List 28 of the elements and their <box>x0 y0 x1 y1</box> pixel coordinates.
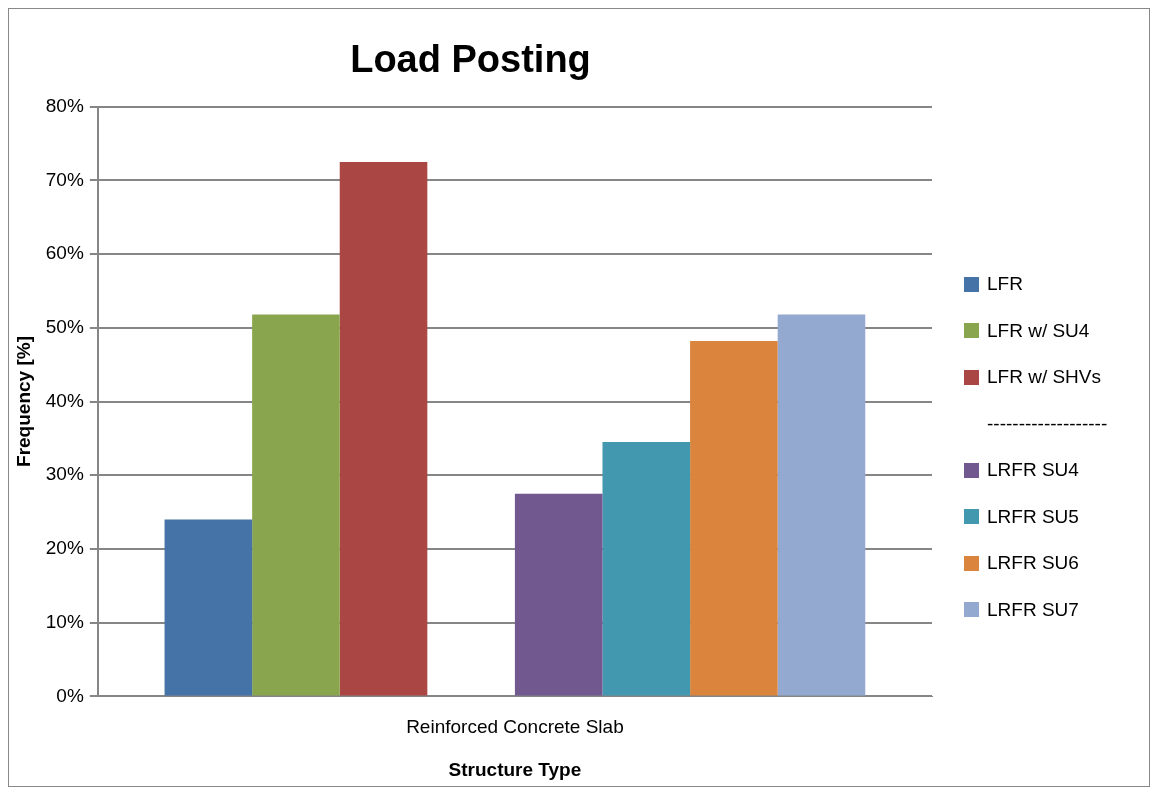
y-tick-label: 70% <box>45 168 84 190</box>
x-axis-title: Structure Type <box>448 758 582 780</box>
y-tick-label: 60% <box>45 242 84 264</box>
text: ------------------- <box>987 412 1108 435</box>
y-tick-label: 10% <box>45 610 84 632</box>
y-tick-label: 80% <box>45 94 84 116</box>
bar <box>164 519 253 696</box>
legend-label: LRFR SU6 <box>987 552 1079 575</box>
legend-label: LRFR SU7 <box>987 598 1079 621</box>
x-tick-label: Reinforced Concrete Slab <box>406 716 624 738</box>
bar <box>514 493 603 696</box>
chart-title: Load Posting <box>350 38 591 81</box>
legend-label: LFR w/ SHVs <box>987 366 1102 389</box>
bar <box>690 341 778 696</box>
legend-label: LRFR SU5 <box>987 505 1079 528</box>
y-tick-label: 50% <box>45 316 84 338</box>
y-tick-label: 30% <box>45 463 84 485</box>
y-tick-label: 20% <box>45 537 84 559</box>
bar <box>339 161 428 696</box>
legend-label: LFR w/ SU4 <box>987 319 1090 342</box>
bar <box>777 314 866 696</box>
y-axis-title: Frequency [%] <box>12 336 34 467</box>
legend-label: LFR <box>987 273 1023 296</box>
legend-label: LRFR SU4 <box>987 459 1079 482</box>
y-tick-label: 0% <box>56 684 84 706</box>
y-tick-label: 40% <box>45 389 84 411</box>
bar <box>252 314 340 696</box>
bar <box>602 442 691 696</box>
